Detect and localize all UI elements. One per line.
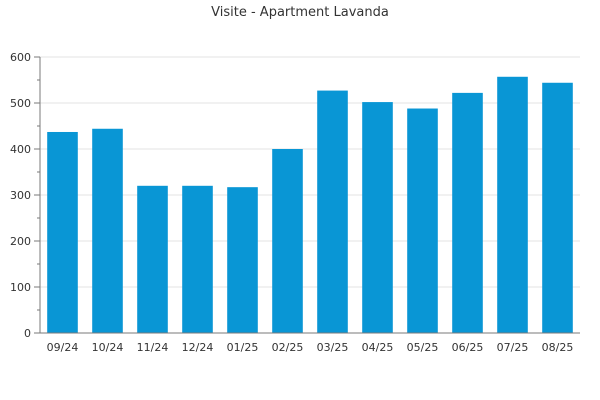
x-tick-label: 10/24: [92, 341, 124, 354]
x-tick-label: 01/25: [227, 341, 259, 354]
axes: [34, 56, 580, 334]
x-tick-label: 05/25: [407, 341, 439, 354]
bar: [182, 185, 213, 333]
x-tick-label: 02/25: [272, 341, 304, 354]
x-tick-label: 09/24: [47, 341, 79, 354]
x-tick-label: 08/25: [542, 341, 574, 354]
bar: [317, 90, 348, 333]
bar: [497, 76, 528, 333]
y-tick-label: 0: [24, 327, 31, 340]
bars: [47, 76, 573, 334]
x-tick-label: 12/24: [182, 341, 214, 354]
y-tick-label: 600: [10, 51, 31, 64]
x-tick-label: 03/25: [317, 341, 349, 354]
bar: [227, 187, 258, 333]
x-tick-label: 06/25: [452, 341, 484, 354]
bar: [47, 131, 78, 333]
bar: [272, 149, 303, 333]
x-tick-label: 11/24: [137, 341, 169, 354]
y-tick-label: 400: [10, 143, 31, 156]
bar: [92, 128, 123, 333]
y-tick-label: 500: [10, 97, 31, 110]
bar: [542, 82, 573, 333]
bar: [452, 92, 483, 333]
y-tick-label: 100: [10, 281, 31, 294]
bar: [407, 108, 438, 334]
grid-lines: [40, 56, 580, 288]
bar: [137, 185, 168, 333]
y-tick-label: 200: [10, 235, 31, 248]
chart-title: Visite - Apartment Lavanda: [211, 5, 389, 20]
x-tick-label: 07/25: [497, 341, 529, 354]
x-tick-label: 04/25: [362, 341, 394, 354]
bar: [362, 102, 393, 333]
y-tick-label: 300: [10, 189, 31, 202]
tick-labels: 0 100 200 300 400 500 600 09/24 10/24 11/24 12/24 0…: [10, 51, 573, 354]
